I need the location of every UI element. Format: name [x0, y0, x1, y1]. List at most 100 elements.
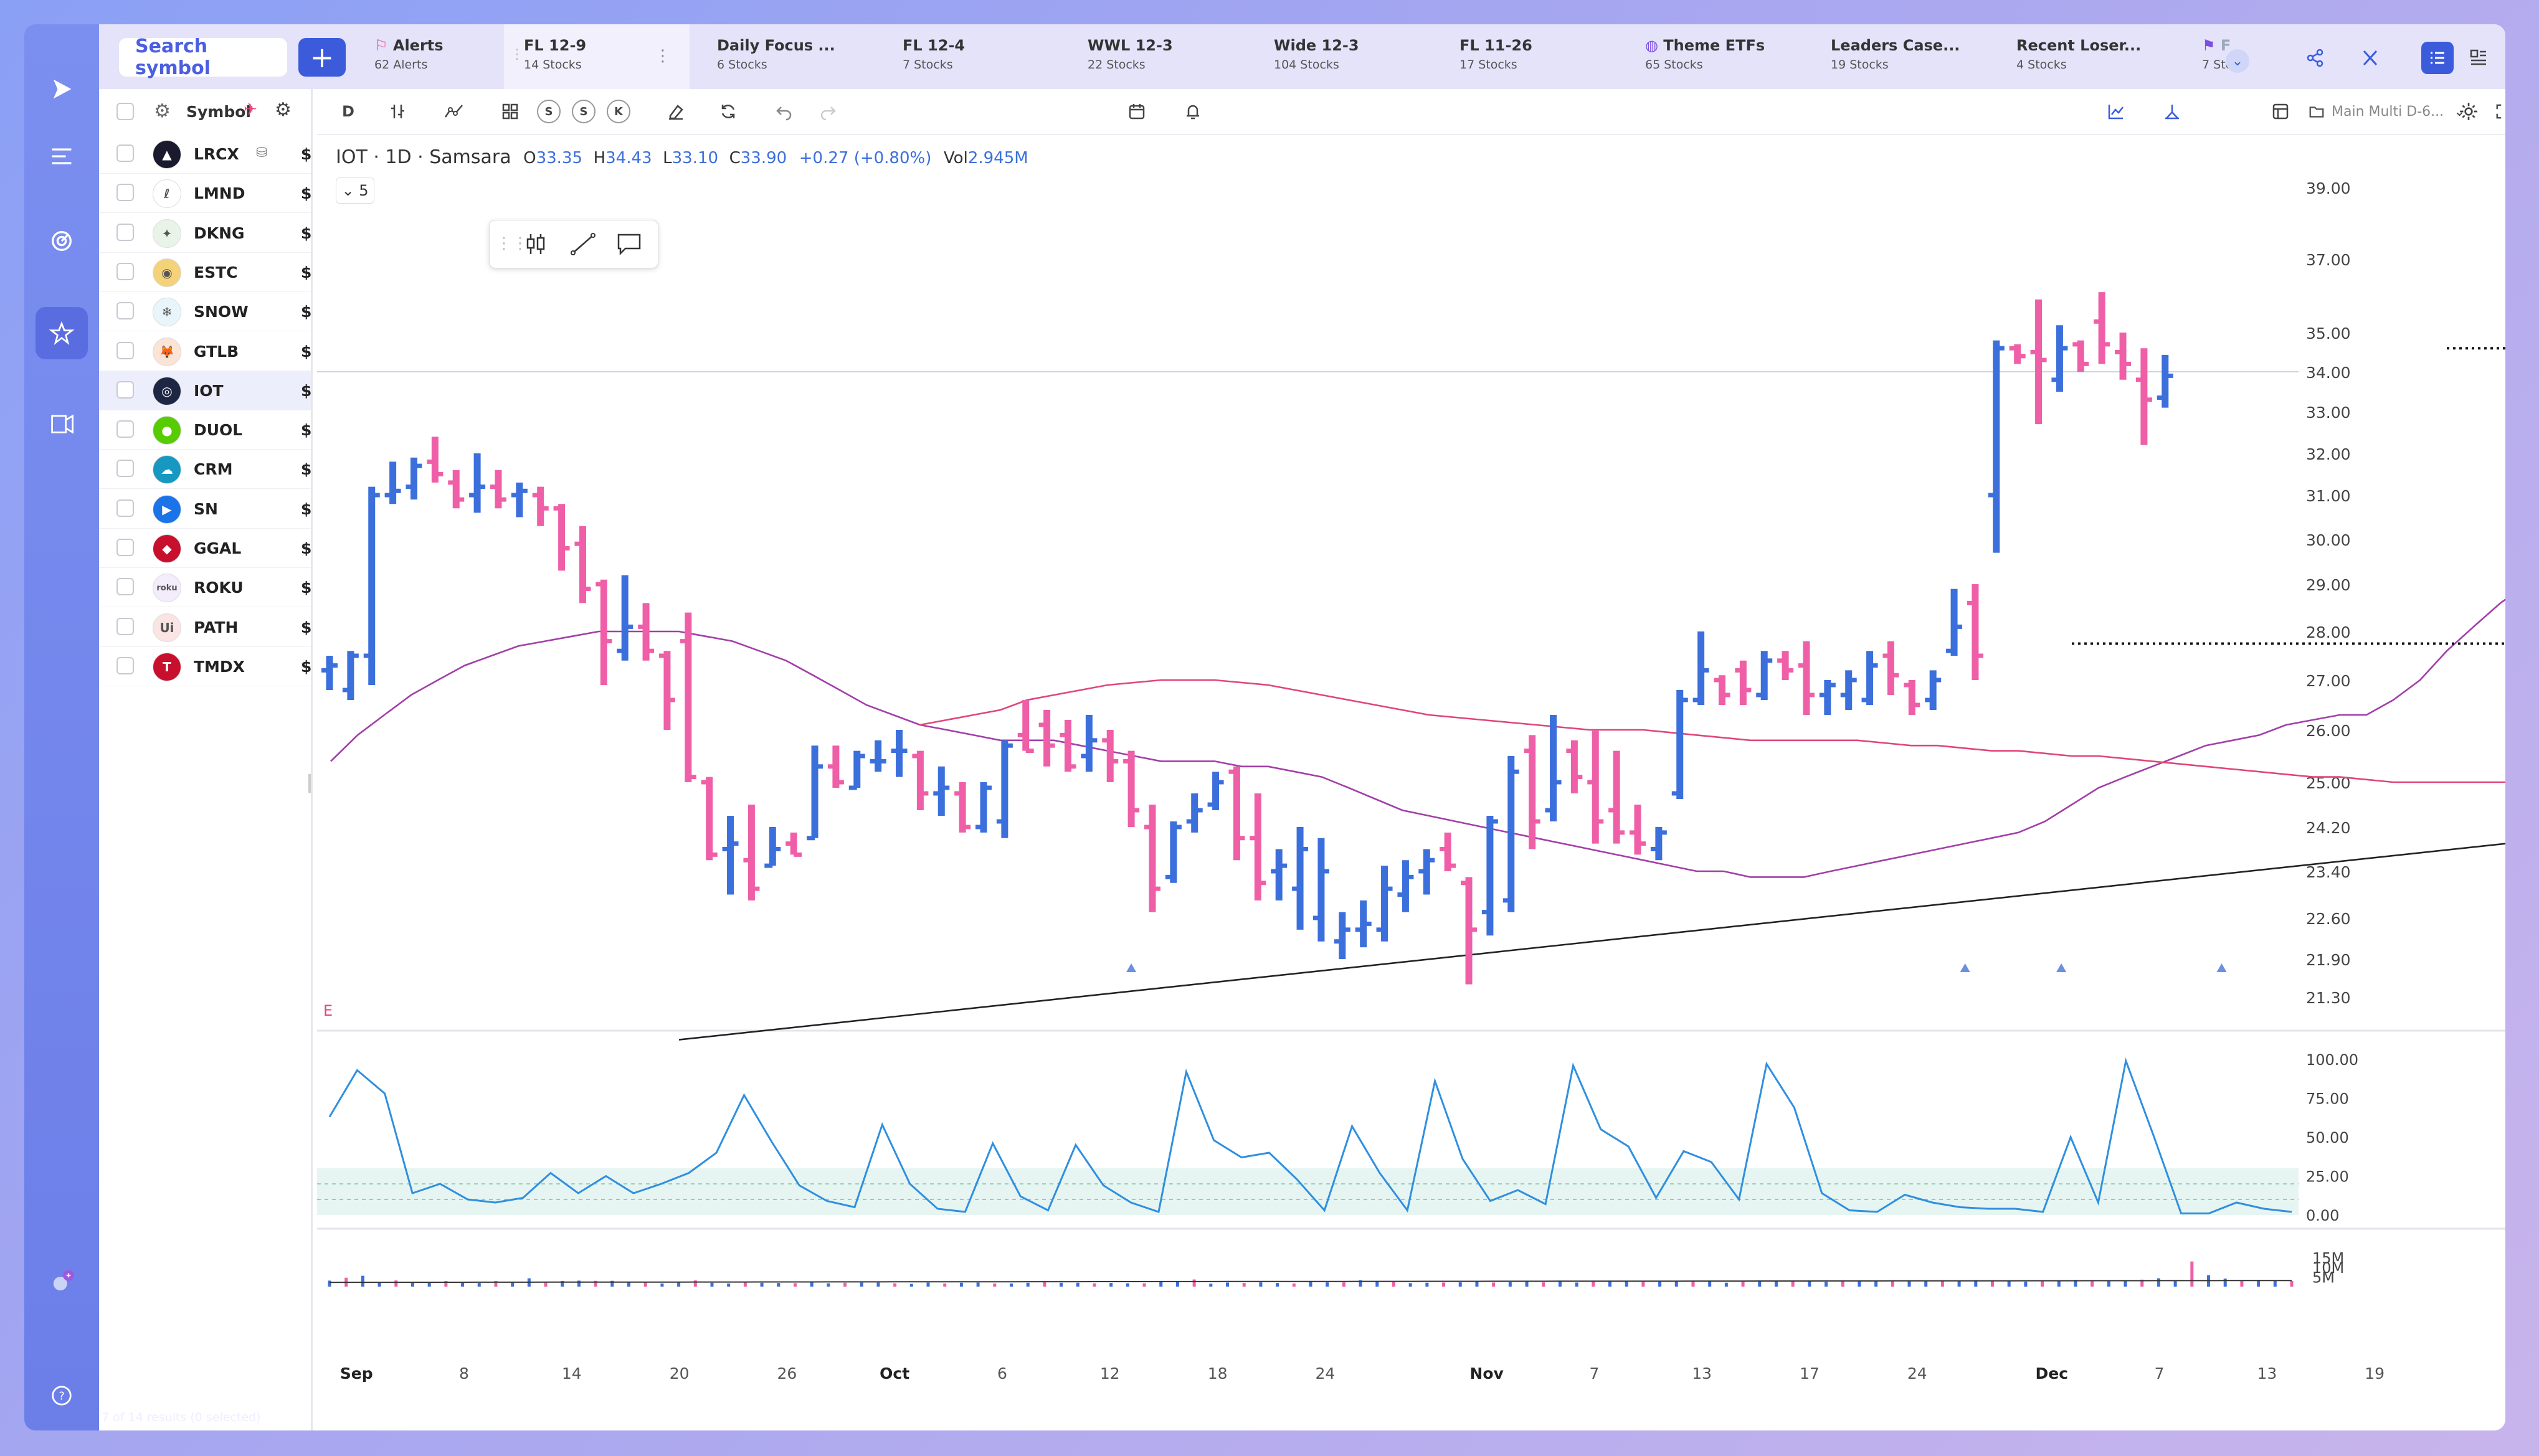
x-axis-label: 14	[562, 1364, 582, 1383]
watchlist-row[interactable]: ▲ LRCX $ ⛁	[99, 134, 311, 174]
comment-icon[interactable]	[615, 232, 643, 257]
osc-tick-label: 75.00	[2306, 1090, 2349, 1108]
tab-1[interactable]: ⚐ Alerts 62 Alerts	[354, 24, 504, 89]
row-checkbox[interactable]	[116, 420, 134, 438]
tab-menu-icon[interactable]: ⋮	[655, 47, 671, 65]
watchlist-row[interactable]: Ui PATH $	[99, 607, 311, 647]
row-checkbox[interactable]	[116, 539, 134, 556]
share-icon[interactable]	[2299, 42, 2332, 74]
layout-grid-icon[interactable]	[498, 99, 523, 124]
tab-2[interactable]: FL 12-9 14 Stocks ⋮ ⋮	[504, 24, 690, 89]
column-settings-icon[interactable]: ⚙	[275, 99, 292, 121]
watchlist-row[interactable]: ℓ LMND $	[99, 173, 311, 214]
select-all-checkbox[interactable]	[116, 103, 134, 120]
watchlist-row[interactable]: ● DUOL $	[99, 410, 311, 450]
volume-tick-label: 10M	[2312, 1259, 2344, 1277]
row-checkbox[interactable]	[116, 656, 134, 674]
volume-average-line	[329, 1280, 2292, 1283]
panel-resize-handle[interactable]	[308, 774, 311, 793]
osc-tick-label: 100.00	[2306, 1051, 2358, 1069]
add-button[interactable]: +	[298, 38, 346, 77]
study-s1-button[interactable]: S	[536, 99, 561, 124]
chart-area[interactable]: 39.00 37.00 35.00 34.00 33.00 32.00 31.00 30.00…	[317, 138, 2505, 1389]
row-checkbox[interactable]	[116, 144, 134, 162]
indicator-toggle[interactable]: ⌄ 5	[336, 177, 374, 204]
video-play-icon[interactable]	[36, 398, 88, 450]
undo-icon[interactable]	[772, 99, 797, 124]
alert-bell-icon[interactable]	[1180, 99, 1205, 124]
tab-8[interactable]: ◍ Theme ETFs 65 Stocks	[1625, 24, 1811, 89]
tab-9[interactable]: Leaders Case... 19 Stocks	[1811, 24, 1996, 89]
eraser-icon[interactable]	[663, 99, 688, 124]
study-k-button[interactable]: K	[606, 99, 631, 124]
trendline-icon[interactable]	[569, 232, 597, 257]
rocket-icon[interactable]: ✈	[244, 100, 257, 119]
tab-4[interactable]: FL 12-4 7 Stocks	[883, 24, 1068, 89]
grid-view-icon[interactable]	[2462, 42, 2495, 74]
tab-drag-icon[interactable]: ⋮	[510, 47, 524, 62]
avatar[interactable]	[36, 1256, 88, 1308]
logo-icon[interactable]	[36, 63, 88, 115]
tab-10[interactable]: Recent Loser... 4 Stocks	[1996, 24, 2182, 89]
x-axis-label: Dec	[2036, 1364, 2069, 1383]
row-checkbox[interactable]	[116, 262, 134, 280]
chevron-down-icon[interactable]: ⌄	[2492, 1411, 2502, 1424]
study-s2-button[interactable]: S	[571, 99, 596, 124]
fullscreen-icon[interactable]	[2491, 99, 2505, 124]
row-checkbox[interactable]	[116, 184, 134, 202]
watchlist-row[interactable]: ❄ SNOW $	[99, 291, 311, 332]
watchlist-row[interactable]: ◆ GGAL $	[99, 528, 311, 568]
drag-handle-icon[interactable]: ⋮⋮	[496, 234, 528, 253]
layout-selector[interactable]: Main Multi D-6... ⌄	[2308, 99, 2495, 124]
symbol-column-header[interactable]: Symbol	[186, 103, 251, 121]
watchlist-star-icon[interactable]	[36, 307, 88, 359]
x-twitter-icon[interactable]	[2354, 42, 2386, 74]
help-icon[interactable]: ?	[36, 1369, 88, 1422]
redo-icon[interactable]	[815, 99, 840, 124]
price-chart[interactable]: 39.00 37.00 35.00 34.00 33.00 32.00 31.00 30.00…	[317, 138, 2505, 1389]
watchlist-row[interactable]: ☁ CRM $	[99, 449, 311, 489]
watchlist-row[interactable]: ✦ DKNG $	[99, 213, 311, 253]
row-checkbox[interactable]	[116, 302, 134, 320]
tab-6[interactable]: Wide 12-3 104 Stocks	[1254, 24, 1440, 89]
candlestick-icon[interactable]	[522, 232, 549, 257]
timeframe-button[interactable]: D	[342, 103, 354, 120]
radar-icon[interactable]	[36, 215, 88, 267]
row-checkbox[interactable]	[116, 460, 134, 478]
watchlist-row[interactable]: ◉ ESTC $	[99, 252, 311, 292]
bar-type-icon[interactable]	[386, 99, 411, 124]
row-checkbox[interactable]	[116, 223, 134, 241]
refresh-icon[interactable]	[716, 99, 741, 124]
tab-7[interactable]: FL 11-26 17 Stocks	[1440, 24, 1625, 89]
template-icon[interactable]	[2268, 99, 2293, 124]
alert-flag-icon: ⚐	[374, 37, 393, 54]
compare-icon[interactable]	[2160, 99, 2185, 124]
tab-3[interactable]: Daily Focus ... 6 Stocks	[697, 24, 883, 89]
tab-5[interactable]: WWL 12-3 22 Stocks	[1068, 24, 1253, 89]
tab-subtitle: 22 Stocks	[1088, 58, 1146, 72]
calendar-icon[interactable]	[1124, 99, 1149, 124]
watchlist-row[interactable]: ▶ SN $	[99, 489, 311, 529]
list-view-icon[interactable]	[2421, 42, 2454, 74]
row-checkbox[interactable]	[116, 341, 134, 359]
row-checkbox[interactable]	[116, 617, 134, 635]
row-checkbox[interactable]	[116, 499, 134, 517]
chart-settings-icon[interactable]	[2456, 99, 2481, 124]
watchlist-row[interactable]: ◎ IOT $	[99, 370, 311, 410]
symbol-label: LRCX	[194, 145, 239, 163]
indicators-icon[interactable]	[442, 99, 467, 124]
tabs-overflow-icon[interactable]: ⌄	[2226, 49, 2249, 73]
watchlist-row[interactable]: T TMDX $	[99, 646, 311, 686]
search-symbol-input[interactable]: Search symbol	[119, 35, 287, 79]
menu-lines-icon[interactable]	[36, 130, 88, 182]
price-tick-label: 39.00	[2306, 179, 2351, 197]
row-checkbox[interactable]	[116, 381, 134, 399]
line-chart-icon[interactable]	[2104, 99, 2128, 124]
market-status[interactable]: Market: Regular Market	[2352, 1411, 2490, 1424]
watchlist-row[interactable]: 🦊 GTLB $	[99, 331, 311, 371]
row-checkbox[interactable]	[116, 578, 134, 596]
company-logo-icon: ◎	[153, 376, 181, 405]
watchlist-row[interactable]: roku ROKU $	[99, 567, 311, 608]
settings-gear-icon[interactable]: ⚙	[154, 100, 171, 122]
